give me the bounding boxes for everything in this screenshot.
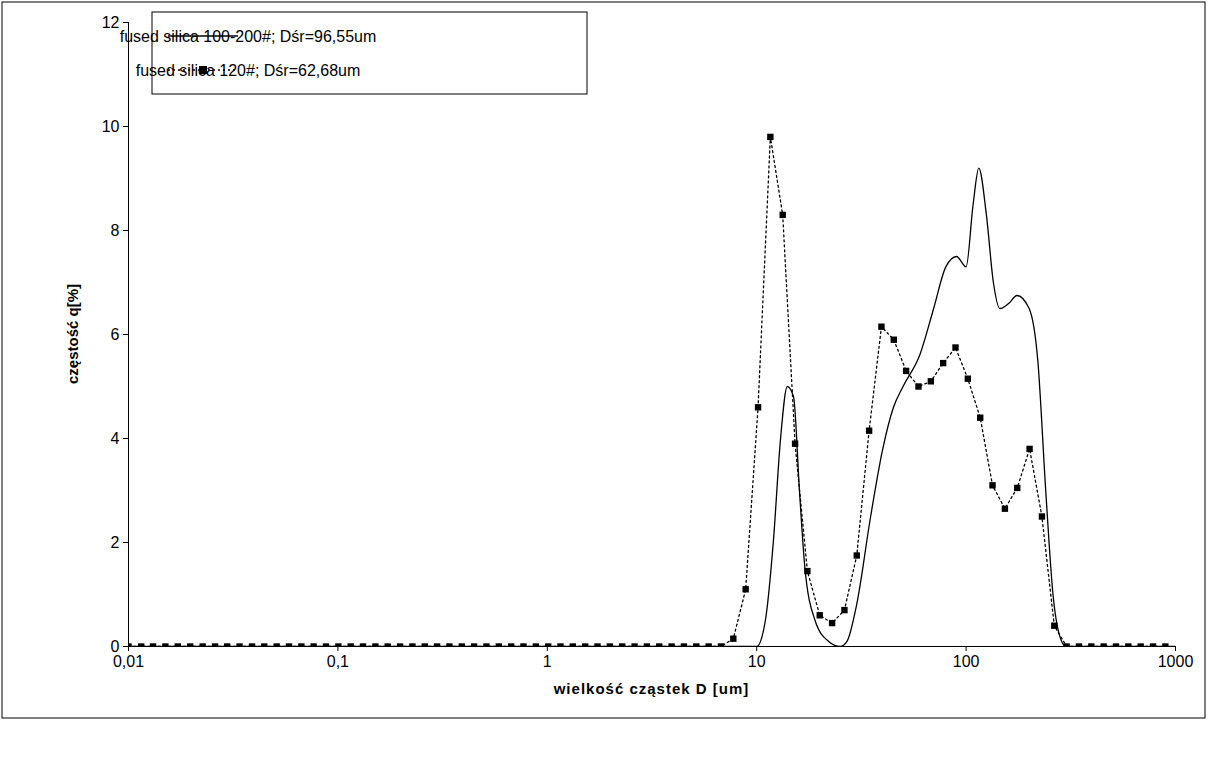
svg-text:wielkość cząstek D [um]: wielkość cząstek D [um]: [553, 680, 750, 697]
svg-text:0,01: 0,01: [113, 653, 144, 670]
svg-text:2: 2: [111, 534, 120, 551]
svg-text:8: 8: [111, 222, 120, 239]
svg-text:0,1: 0,1: [327, 653, 349, 670]
svg-text:10: 10: [102, 118, 120, 135]
svg-text:4: 4: [111, 430, 120, 447]
svg-text:częstość q[%]: częstość q[%]: [64, 284, 81, 384]
svg-text:1000: 1000: [1158, 653, 1194, 670]
svg-text:100: 100: [953, 653, 980, 670]
svg-text:0: 0: [110, 637, 120, 655]
svg-text:12: 12: [102, 14, 120, 31]
svg-text:fused silica 120#; Dśr=62,68um: fused silica 120#; Dśr=62,68um: [136, 62, 361, 79]
svg-text:1: 1: [543, 653, 552, 670]
svg-text:6: 6: [111, 326, 120, 343]
svg-text:10: 10: [748, 653, 766, 670]
svg-text:fused silica 100-200#; Dśr=96,: fused silica 100-200#; Dśr=96,55um: [120, 28, 377, 45]
